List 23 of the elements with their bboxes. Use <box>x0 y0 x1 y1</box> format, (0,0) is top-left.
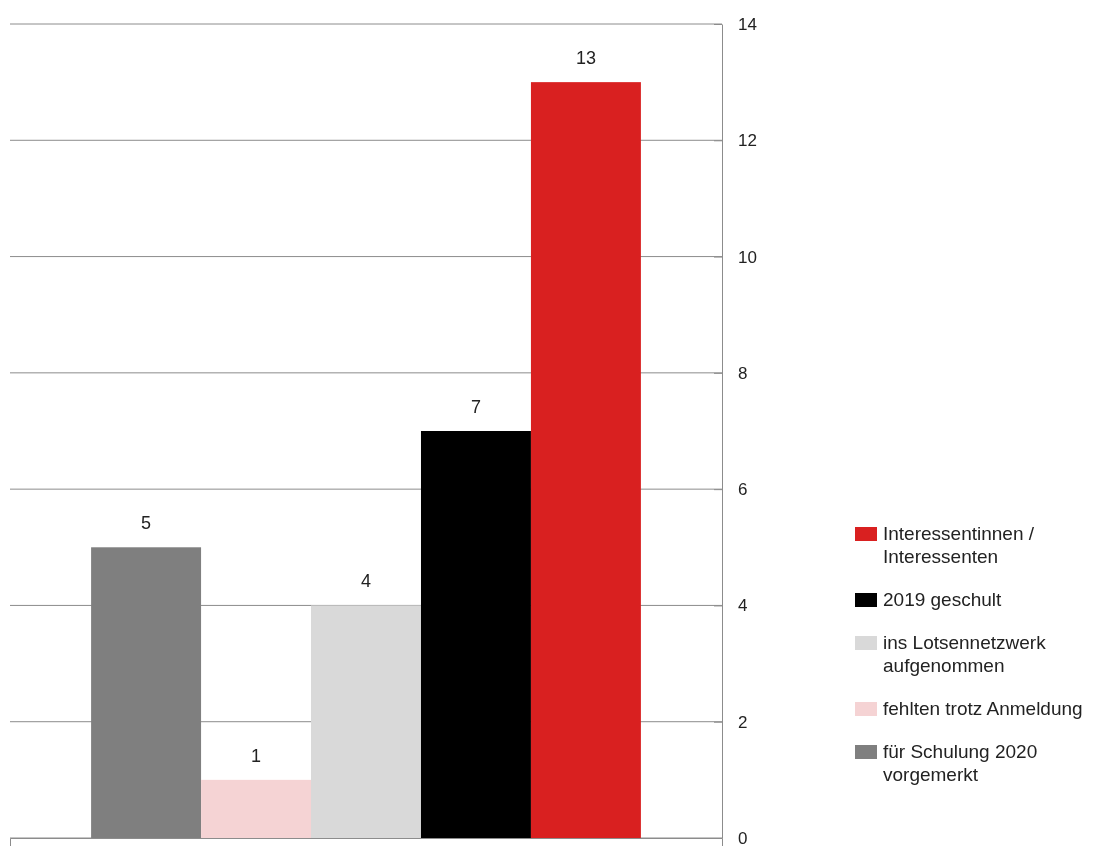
data-label: 4 <box>360 571 372 592</box>
data-label: 13 <box>575 48 596 69</box>
legend-label: 2019 geschult <box>883 589 1003 610</box>
y-tick-label: 14 <box>738 14 757 34</box>
bar <box>420 431 531 838</box>
y-tick-label: 12 <box>738 131 757 151</box>
legend-label: Interessentinnen / Interessenten <box>883 523 1035 567</box>
y-tick-label: 2 <box>738 712 748 732</box>
legend-label: für Schulung 2020 vorgemerkt <box>883 741 1038 785</box>
bar <box>311 605 421 838</box>
y-tick-label: 0 <box>738 828 748 848</box>
y-tick-label: 4 <box>738 596 748 616</box>
data-label: 1 <box>251 745 262 766</box>
legend-label: fehlten trotz Anmeldung <box>883 698 1083 719</box>
y-tick-label: 10 <box>738 247 757 267</box>
data-label: 5 <box>141 513 152 534</box>
y-tick-label: 8 <box>738 363 748 383</box>
bar <box>201 779 312 838</box>
data-label: 7 <box>470 397 481 417</box>
bar <box>91 547 202 838</box>
y-tick-label: 6 <box>738 480 748 500</box>
bar <box>530 82 641 838</box>
legend-label: ins Lotsennetzwerk aufgenommen <box>883 632 1047 676</box>
